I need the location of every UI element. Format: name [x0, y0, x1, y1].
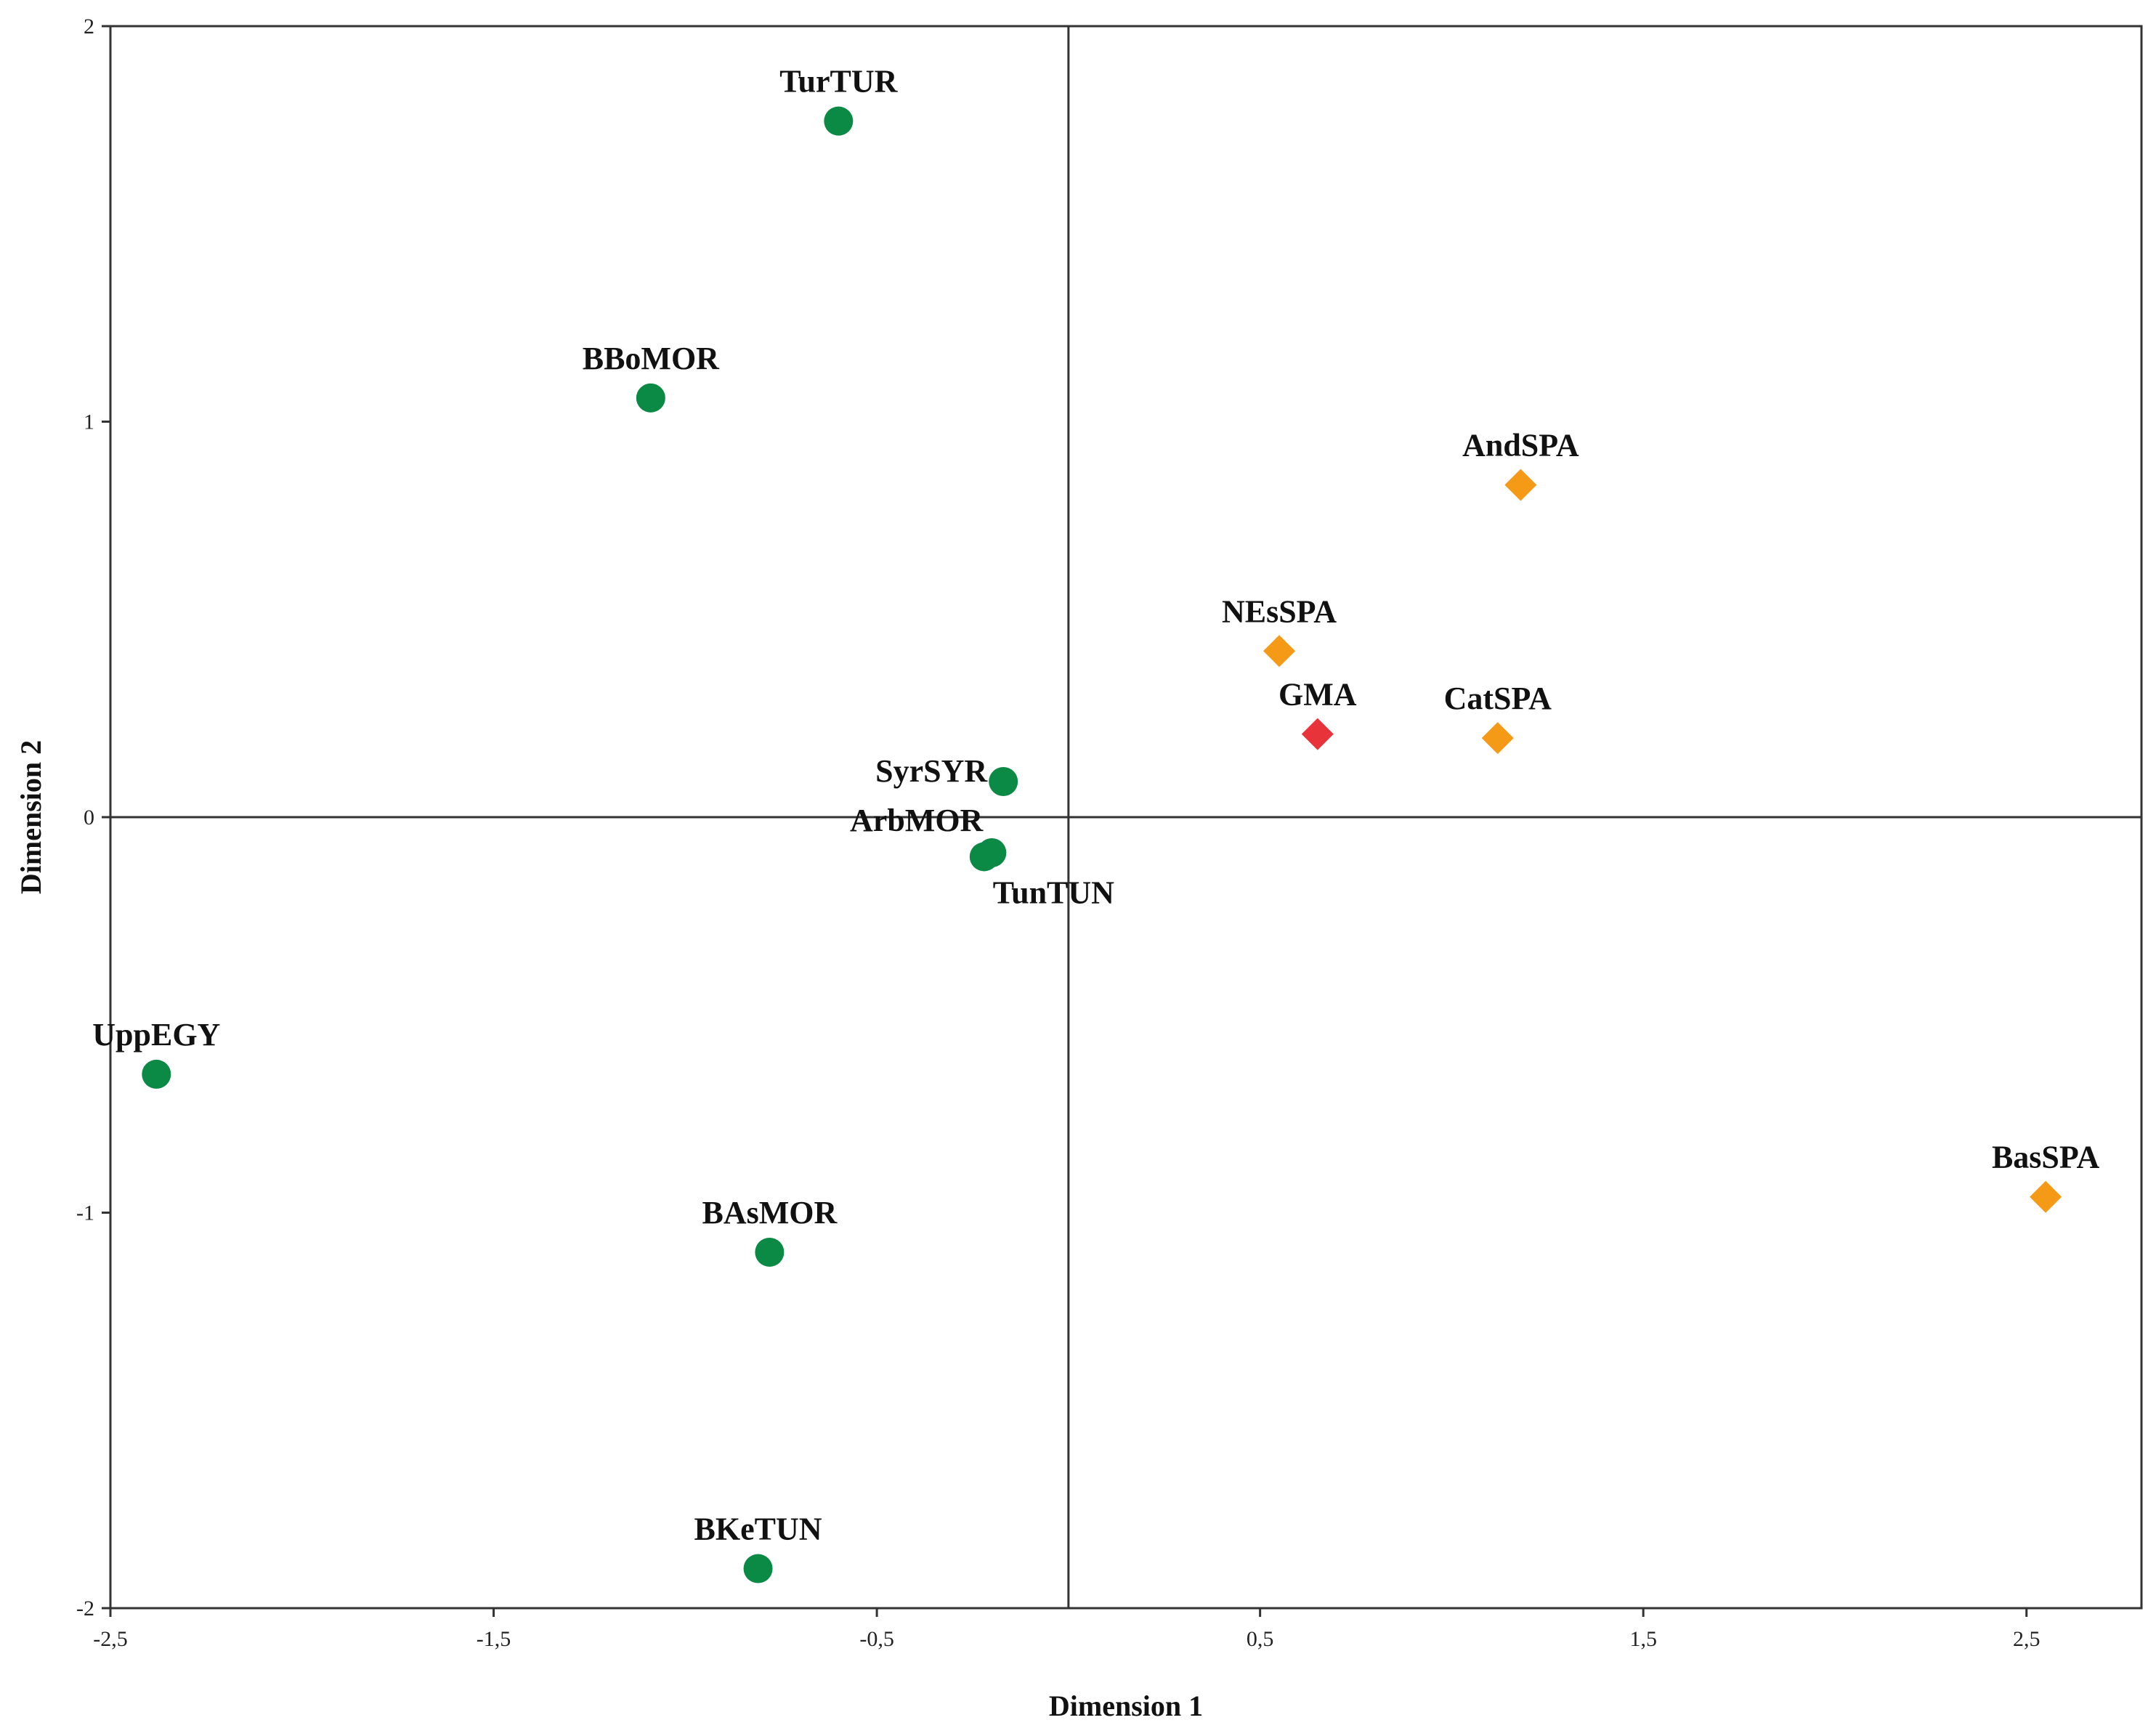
- label-turtur: TurTUR: [779, 64, 898, 100]
- point-tuntun: [969, 842, 999, 872]
- point-basmor: [755, 1237, 785, 1267]
- point-basspa: [2030, 1180, 2062, 1213]
- label-catspa: CatSPA: [1444, 681, 1552, 716]
- y-axis-ticks: 2 1 0 -1 -2: [76, 15, 110, 1621]
- point-bbomor: [636, 383, 665, 413]
- label-tuntun: TunTUN: [993, 875, 1114, 910]
- y-axis-title: Dimension 2: [15, 740, 47, 894]
- x-tick-label: 1,5: [1629, 1627, 1657, 1651]
- label-arbmor: ArbMOR: [850, 803, 984, 838]
- point-syrsyr: [989, 766, 1018, 796]
- label-basmor: BAsMOR: [702, 1195, 838, 1230]
- x-tick-label: 0,5: [1247, 1627, 1274, 1651]
- label-andspa: AndSPA: [1462, 428, 1579, 463]
- point-gma: [1301, 718, 1334, 750]
- label-bketun: BKeTUN: [694, 1512, 822, 1547]
- point-andspa: [1504, 469, 1537, 501]
- x-tick-label: -2,5: [93, 1627, 128, 1651]
- point-nesspa: [1263, 635, 1296, 668]
- y-tick-label: -1: [76, 1201, 94, 1225]
- x-tick-label: 2,5: [2013, 1627, 2040, 1651]
- data-points: [142, 106, 2062, 1583]
- y-tick-label: -2: [76, 1597, 94, 1621]
- point-bketun: [743, 1554, 773, 1583]
- point-turtur: [824, 106, 854, 136]
- x-axis-title: Dimension 1: [1049, 1690, 1203, 1722]
- y-tick-label: 2: [84, 15, 94, 38]
- point-catspa: [1481, 722, 1514, 755]
- label-syrsyr: SyrSYR: [875, 753, 988, 789]
- x-tick-label: -0,5: [859, 1627, 894, 1651]
- y-tick-label: 1: [84, 410, 94, 434]
- label-bbomor: BBoMOR: [583, 341, 720, 376]
- point-uppegy: [142, 1059, 171, 1089]
- label-basspa: BasSPA: [1992, 1140, 2100, 1175]
- x-tick-label: -1,5: [477, 1627, 511, 1651]
- data-point-labels: TurTUR BBoMOR SyrSYR ArbMOR TunTUN UppEGY BAsM…: [92, 64, 2099, 1547]
- x-axis-ticks: -2,5 -1,5 -0,5 0,5 1,5 2,5: [93, 1608, 2040, 1651]
- label-uppegy: UppEGY: [92, 1017, 220, 1052]
- label-gma: GMA: [1278, 677, 1357, 713]
- y-tick-label: 0: [84, 806, 94, 830]
- label-nesspa: NEsSPA: [1222, 593, 1337, 629]
